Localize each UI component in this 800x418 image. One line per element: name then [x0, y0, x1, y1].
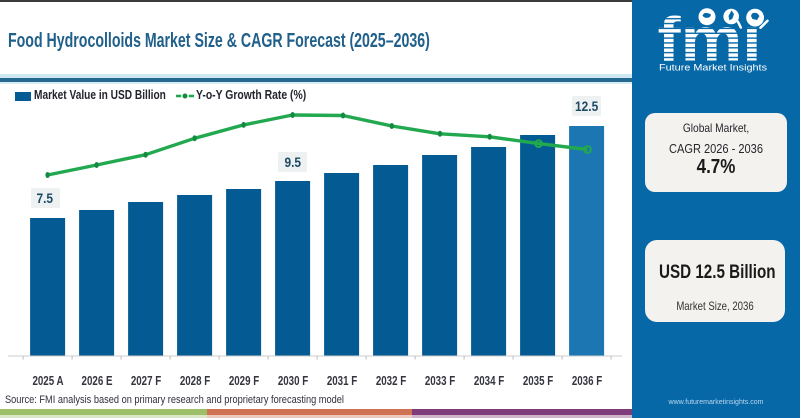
svg-text:Future Market Insights: Future Market Insights — [659, 62, 768, 72]
